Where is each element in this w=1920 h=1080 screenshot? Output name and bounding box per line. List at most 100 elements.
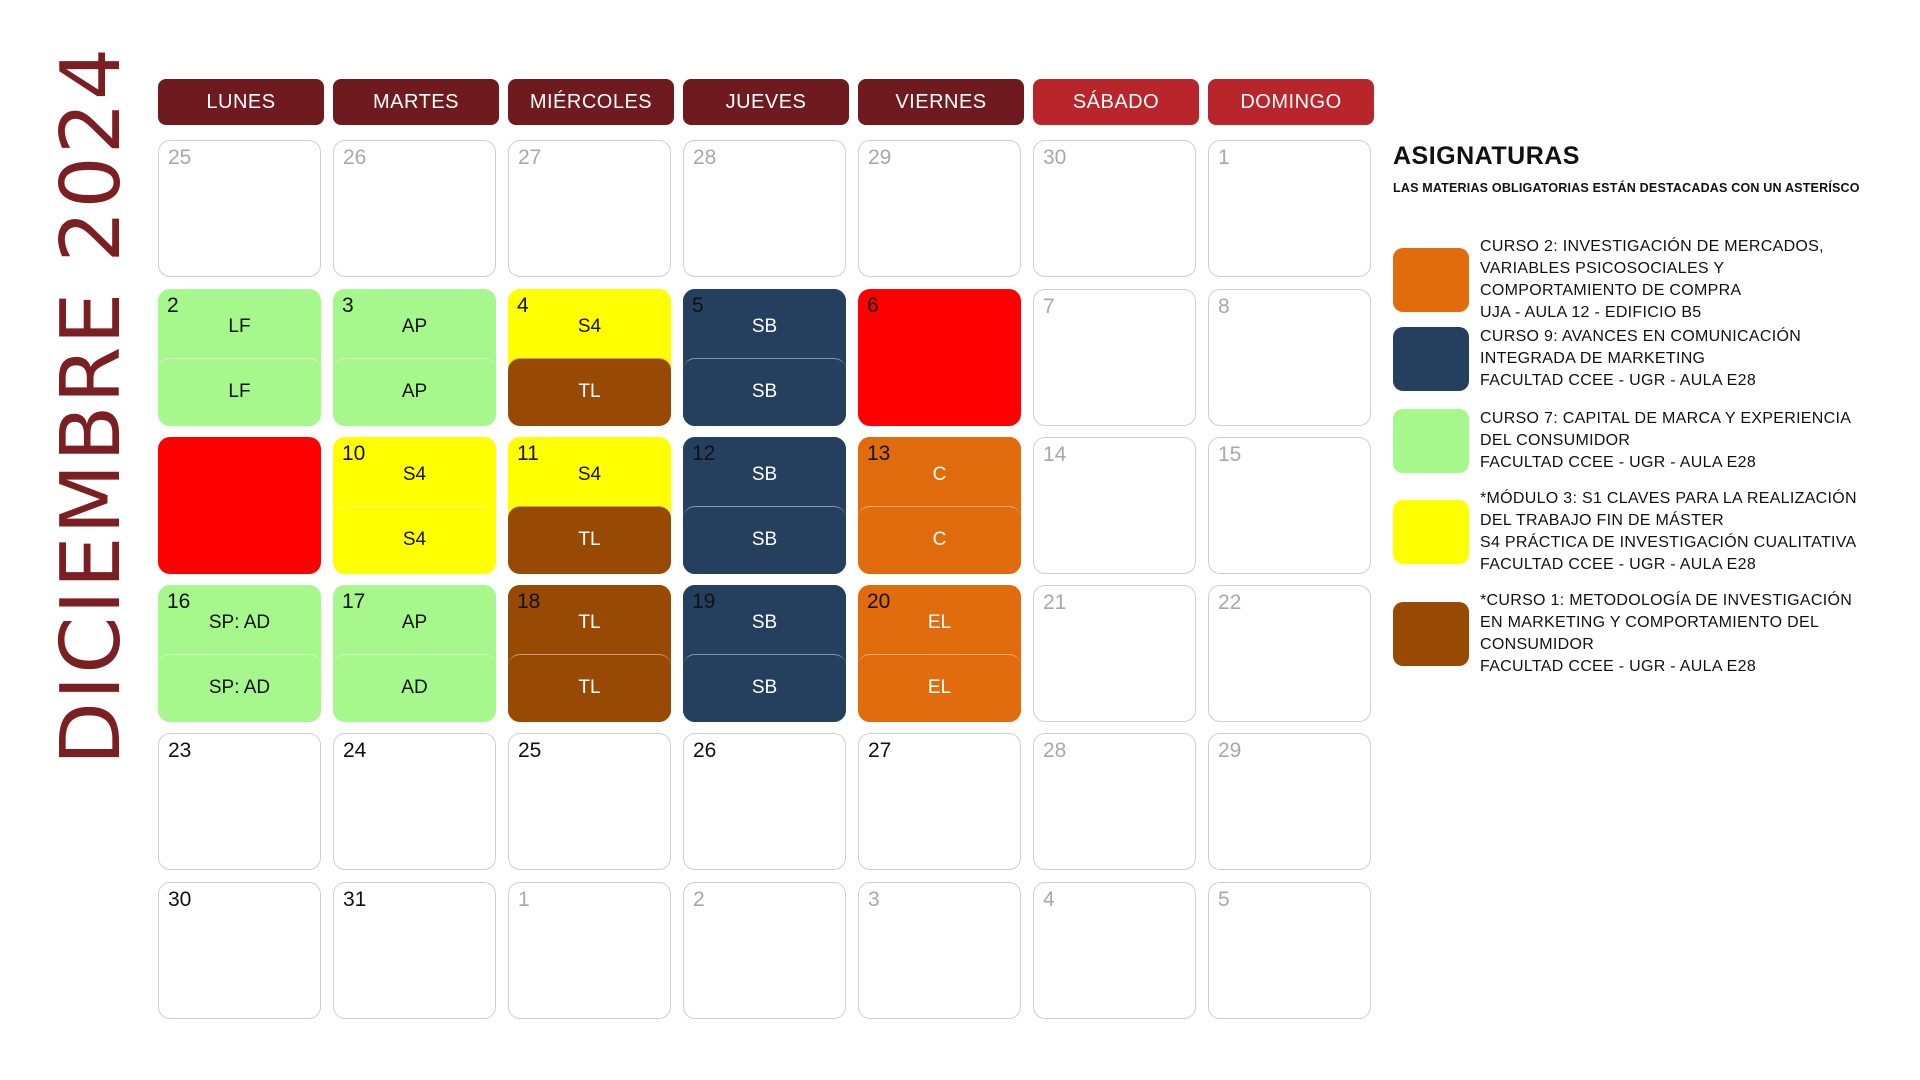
day-cell[interactable]: 29 [1208,733,1371,870]
day-number: 16 [167,590,191,613]
legend-line: DEL CONSUMIDOR [1480,432,1631,449]
session-code: SB [683,437,846,506]
day-cell[interactable]: 25 [508,733,671,870]
session-code: S4 [333,437,496,506]
session-code: LF [158,289,321,358]
legend-line: FACULTAD CCEE - UGR - AULA E28 [1480,454,1757,471]
day-number: 28 [693,146,717,169]
day-number: 6 [867,294,879,317]
day-number: 5 [692,294,704,317]
day-cell[interactable]: S4 S4 10 [333,437,496,574]
day-cell[interactable]: EL EL 20 [858,585,1021,722]
day-cell[interactable]: 27 [858,733,1021,870]
day-cell[interactable]: SP: AD SP: AD 16 [158,585,321,722]
day-cell[interactable]: 7 [1033,289,1196,426]
day-header-2: MIÉRCOLES [508,79,674,125]
legend-swatch [1393,500,1469,564]
day-cell[interactable]: S4 TL 11 [508,437,671,574]
day-number: 11 [517,442,539,465]
session-code: S4 [333,505,496,574]
day-number: 10 [342,442,366,465]
day-cell[interactable]: S4 TL 4 [508,289,671,426]
day-cell[interactable]: 4 [1033,882,1196,1019]
day-number: 29 [1218,739,1242,762]
legend-text: CURSO 2: INVESTIGACIÓN DE MERCADOS, VARIA… [1480,236,1824,324]
day-cell[interactable]: AP AP 3 [333,289,496,426]
day-number: 23 [168,739,192,762]
day-cell[interactable]: C C 13 [858,437,1021,574]
day-cell[interactable]: 15 [1208,437,1371,574]
day-number: 30 [168,888,192,911]
legend-line: FACULTAD CCEE - UGR - AULA E28 [1480,372,1757,389]
session-code: TL [508,505,671,574]
legend-line: FACULTAD CCEE - UGR - AULA E28 [1480,556,1757,573]
day-cell[interactable]: 22 [1208,585,1371,722]
legend-line: COMPORTAMIENTO DE COMPRA [1480,282,1742,299]
session-code: AP [333,289,496,358]
day-number: 14 [1043,443,1067,466]
day-cell[interactable]: 26 [683,733,846,870]
session-code: SB [683,289,846,358]
day-number: 5 [1218,888,1230,911]
legend-line: CURSO 9: AVANCES EN COMUNICACIÓN [1480,328,1802,345]
day-header-4: VIERNES [858,79,1024,125]
day-cell[interactable]: 30 [1033,140,1196,277]
day-cell[interactable] [158,437,321,574]
day-cell[interactable]: SB SB 5 [683,289,846,426]
day-number: 30 [1043,146,1067,169]
session-code: SB [683,653,846,722]
legend-item: *MÓDULO 3: S1 CLAVES PARA LA REALIZACIÓN… [1393,488,1903,576]
legend-line: S4 PRÁCTICA DE INVESTIGACIÓN CUALITATIVA [1480,534,1857,551]
day-number: 24 [343,739,367,762]
session-code: TL [508,357,671,426]
legend-text: CURSO 9: AVANCES EN COMUNICACIÓN INTEGRAD… [1480,326,1801,392]
day-cell[interactable]: 1 [1208,140,1371,277]
legend-text: *MÓDULO 3: S1 CLAVES PARA LA REALIZACIÓN… [1480,488,1857,576]
day-cell[interactable]: SB SB 12 [683,437,846,574]
day-number: 28 [1043,739,1067,762]
month-title: DICIEMBRE 2024 [45,45,140,764]
legend-title: ASIGNATURAS [1393,142,1580,170]
legend-line: UJA - AULA 12 - EDIFICIO B5 [1480,304,1702,321]
day-cell[interactable]: 14 [1033,437,1196,574]
legend-swatch [1393,409,1469,473]
legend-line: CONSUMIDOR [1480,636,1595,653]
day-cell[interactable]: 31 [333,882,496,1019]
day-cell[interactable]: 26 [333,140,496,277]
day-cell[interactable]: 6 [858,289,1021,426]
day-number: 13 [867,442,891,465]
day-cell[interactable]: LF LF 2 [158,289,321,426]
day-cell[interactable]: 8 [1208,289,1371,426]
session-code: SP: AD [158,653,321,722]
day-cell[interactable]: 23 [158,733,321,870]
day-cell[interactable]: SB SB 19 [683,585,846,722]
day-cell[interactable]: 1 [508,882,671,1019]
session-code: SB [683,357,846,426]
day-cell[interactable]: 28 [1033,733,1196,870]
day-cell[interactable]: 28 [683,140,846,277]
day-cell[interactable]: 21 [1033,585,1196,722]
legend-swatch [1393,327,1469,391]
day-cell[interactable]: 30 [158,882,321,1019]
day-cell[interactable]: 5 [1208,882,1371,1019]
day-number: 2 [167,294,179,317]
day-cell[interactable]: 27 [508,140,671,277]
day-number: 4 [517,294,529,317]
session-code: LF [158,357,321,426]
day-cell[interactable]: AP AD 17 [333,585,496,722]
day-cell[interactable]: 24 [333,733,496,870]
session-code: TL [508,585,671,654]
legend-line: CURSO 7: CAPITAL DE MARCA Y EXPERIENCIA [1480,410,1852,427]
legend-line: VARIABLES PSICOSOCIALES Y [1480,260,1725,277]
day-cell[interactable]: 29 [858,140,1021,277]
session-code: TL [508,653,671,722]
month-title-text: DICIEMBRE 2024 [44,45,140,765]
day-cell[interactable]: 25 [158,140,321,277]
day-cell[interactable]: TL TL 18 [508,585,671,722]
day-cell[interactable]: 3 [858,882,1021,1019]
session-code: SB [683,505,846,574]
legend-item: CURSO 2: INVESTIGACIÓN DE MERCADOS, VARIA… [1393,236,1903,324]
day-header-3: JUEVES [683,79,849,125]
day-number: 17 [342,590,366,613]
day-cell[interactable]: 2 [683,882,846,1019]
